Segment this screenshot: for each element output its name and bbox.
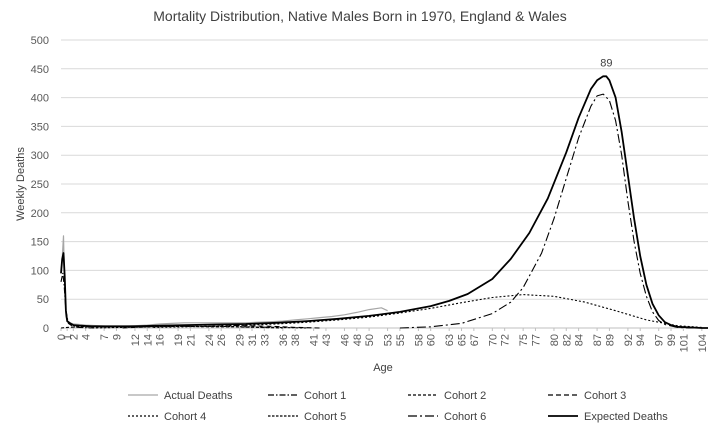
y-axis-ticks: 0 50 100 150 200 250 300 350 400 450 500 <box>31 35 49 335</box>
series-lines <box>60 75 708 329</box>
x-tick-label-12: 12 <box>130 334 142 346</box>
x-tick-label-89: 89 <box>604 334 616 346</box>
legend: Actual Deaths Cohort 1 Cohort 2 Cohort 3 Coh… <box>128 390 668 423</box>
x-tick-label-84: 84 <box>574 334 586 346</box>
x-tick-label-1: 1 <box>62 334 74 340</box>
x-tick-label-82: 82 <box>561 334 573 346</box>
x-tick-label-72: 72 <box>500 334 512 346</box>
legend-label-expected-deaths: Expected Deaths <box>584 411 668 423</box>
x-tick-label-33: 33 <box>259 334 271 346</box>
x-tick-label-2: 2 <box>68 334 80 340</box>
legend-label-cohort-4: Cohort 4 <box>164 411 206 423</box>
y-tick-label-0: 0 <box>43 323 49 335</box>
x-tick-label-31: 31 <box>247 334 259 346</box>
x-axis-ticks: 012 4 7 9 12 14 16 19 21 24 26 29 31 33 36 38 41 43 46 48 50… <box>56 328 709 352</box>
x-tick-label-43: 43 <box>321 334 333 346</box>
x-tick-label-77: 77 <box>530 334 542 346</box>
legend-label-cohort-6: Cohort 6 <box>444 411 486 423</box>
x-tick-label-70: 70 <box>487 334 499 346</box>
x-tick-label-104: 104 <box>697 334 709 352</box>
x-tick-label-19: 19 <box>173 334 185 346</box>
y-tick-label-50: 50 <box>37 294 49 306</box>
chart-title: Mortality Distribution, Native Males Bor… <box>153 8 566 24</box>
x-tick-label-26: 26 <box>216 334 228 346</box>
x-tick-label-55: 55 <box>395 334 407 346</box>
legend-label-cohort-1: Cohort 1 <box>304 390 346 402</box>
x-tick-label-46: 46 <box>339 334 351 346</box>
series-line-cohort-4 <box>153 294 702 328</box>
x-tick-label-60: 60 <box>426 334 438 346</box>
legend-label-actual-deaths: Actual Deaths <box>164 390 233 402</box>
x-tick-label-75: 75 <box>518 334 530 346</box>
x-tick-label-67: 67 <box>469 334 481 346</box>
x-tick-label-53: 53 <box>383 334 395 346</box>
x-tick-label-21: 21 <box>185 334 197 346</box>
x-tick-label-29: 29 <box>235 334 247 346</box>
y-tick-label-350: 350 <box>31 121 49 133</box>
x-tick-label-7: 7 <box>99 334 111 340</box>
x-tick-label-80: 80 <box>549 334 561 346</box>
series-line-cohort-6 <box>399 93 702 329</box>
x-tick-label-99: 99 <box>666 334 678 346</box>
gridlines <box>61 39 708 329</box>
y-tick-label-400: 400 <box>31 93 49 105</box>
x-tick-label-50: 50 <box>364 334 376 346</box>
annotations: 89 <box>600 57 612 69</box>
x-tick-label-97: 97 <box>654 334 666 346</box>
y-tick-label-100: 100 <box>31 265 49 277</box>
x-tick-label-36: 36 <box>278 334 290 346</box>
y-tick-label-300: 300 <box>31 150 49 162</box>
y-tick-label-150: 150 <box>31 237 49 249</box>
legend-label-cohort-3: Cohort 3 <box>584 390 626 402</box>
legend-label-cohort-2: Cohort 2 <box>444 390 486 402</box>
x-tick-label-48: 48 <box>352 334 364 346</box>
x-axis-title: Age <box>373 362 393 374</box>
x-tick-label-101: 101 <box>678 334 690 352</box>
x-tick-label-0: 0 <box>56 334 68 340</box>
x-tick-label-9: 9 <box>111 334 123 340</box>
y-tick-label-500: 500 <box>31 35 49 47</box>
x-tick-label-41: 41 <box>309 334 321 346</box>
legend-label-cohort-5: Cohort 5 <box>304 411 346 423</box>
x-tick-label-38: 38 <box>290 334 302 346</box>
x-tick-label-4: 4 <box>81 334 93 340</box>
x-tick-label-94: 94 <box>635 334 647 346</box>
x-tick-label-58: 58 <box>413 334 425 346</box>
x-tick-label-65: 65 <box>457 334 469 346</box>
y-tick-label-200: 200 <box>31 208 49 220</box>
y-tick-label-450: 450 <box>31 64 49 76</box>
annotation-peak-label: 89 <box>600 57 612 69</box>
x-tick-label-24: 24 <box>204 334 216 346</box>
x-tick-label-87: 87 <box>592 334 604 346</box>
x-tick-label-92: 92 <box>623 334 635 346</box>
series-line-expected-deaths <box>60 75 708 329</box>
y-tick-label-250: 250 <box>31 179 49 191</box>
y-axis-title: Weekly Deaths <box>15 147 27 221</box>
x-tick-label-63: 63 <box>444 334 456 346</box>
x-tick-label-16: 16 <box>155 334 167 346</box>
x-tick-label-14: 14 <box>142 334 154 346</box>
